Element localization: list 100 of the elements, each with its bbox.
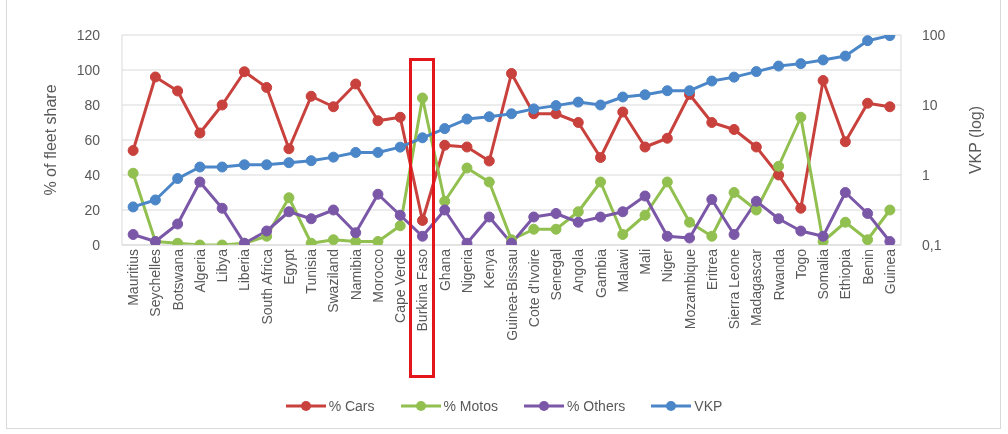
point	[572, 216, 584, 228]
point	[416, 92, 428, 104]
point	[461, 141, 473, 153]
x-tick-label: Libya	[214, 248, 231, 283]
point	[416, 132, 428, 144]
point	[862, 234, 874, 245]
x-tick-label: Tunisia	[303, 248, 320, 294]
point	[595, 152, 607, 163]
x-tick-label: Mauritius	[125, 249, 142, 306]
point	[528, 223, 540, 235]
point	[194, 127, 206, 139]
point	[149, 194, 161, 206]
point	[617, 91, 629, 103]
point	[372, 188, 384, 200]
point	[839, 136, 851, 148]
point	[461, 162, 473, 174]
point	[661, 132, 673, 144]
point	[817, 75, 829, 86]
x-tick-label: Eritrea	[703, 248, 720, 291]
point	[216, 161, 228, 173]
point	[728, 229, 740, 240]
point	[194, 161, 206, 173]
point	[595, 211, 607, 223]
point	[172, 218, 184, 230]
point	[483, 155, 495, 167]
point	[149, 71, 161, 83]
point	[706, 230, 718, 242]
point	[773, 160, 785, 172]
x-tick-label: South Africa	[258, 248, 275, 325]
point	[394, 209, 406, 221]
point	[572, 117, 584, 128]
point	[394, 111, 406, 123]
y-tick-label: 0	[92, 236, 101, 253]
point	[684, 85, 696, 97]
point	[639, 141, 651, 153]
point	[839, 187, 851, 198]
point	[350, 78, 362, 90]
point	[283, 206, 295, 218]
point	[283, 192, 295, 204]
point	[483, 211, 495, 223]
point	[839, 216, 851, 228]
x-tick-label: Cape Verde	[392, 248, 409, 323]
y2-tick-label: 10	[922, 96, 938, 113]
point	[439, 204, 451, 216]
point	[884, 204, 896, 216]
x-tick-label: Guinea	[881, 248, 898, 295]
y-tick-label: 120	[76, 26, 101, 43]
point	[728, 71, 740, 83]
point	[194, 176, 206, 188]
x-tick-label: Angola	[570, 248, 587, 293]
point	[127, 229, 139, 240]
point	[795, 111, 807, 123]
legend-label: % Others	[567, 398, 626, 414]
x-tick-label: Madagascar	[748, 248, 765, 327]
point	[216, 99, 228, 111]
y-tick-label: 100	[76, 61, 101, 78]
point	[617, 106, 629, 118]
legend-label: % Motos	[443, 398, 498, 414]
point	[595, 99, 607, 111]
point	[172, 85, 184, 97]
point	[439, 139, 451, 151]
point	[327, 204, 339, 216]
y-tick-label: 80	[84, 96, 101, 113]
point	[750, 66, 762, 78]
point	[305, 155, 317, 167]
x-tick-label: Liberia	[236, 248, 253, 292]
point	[639, 209, 651, 221]
x-tick-label: Gambia	[592, 248, 609, 299]
x-tick-label: Nigeria	[458, 248, 475, 294]
point	[684, 216, 696, 228]
x-tick-label: Benin	[859, 249, 876, 285]
point	[483, 111, 495, 123]
point	[327, 234, 339, 245]
point	[439, 195, 451, 207]
point	[706, 75, 718, 87]
point	[639, 190, 651, 202]
y-tick-label: 20	[84, 201, 101, 218]
x-tick-label: Malawi	[614, 249, 631, 293]
point	[394, 220, 406, 232]
point	[461, 113, 473, 125]
point	[394, 141, 406, 153]
point	[817, 54, 829, 66]
point	[372, 236, 384, 245]
point	[795, 225, 807, 237]
point	[483, 176, 495, 188]
point	[238, 159, 250, 171]
point	[773, 60, 785, 72]
x-tick-label: Botswana	[169, 248, 186, 311]
point	[706, 117, 718, 128]
y-tick-label: 40	[84, 166, 101, 183]
point	[884, 101, 896, 113]
point	[795, 202, 807, 214]
point	[639, 89, 651, 101]
point	[506, 68, 517, 79]
point	[572, 206, 584, 218]
x-tick-label: Mozambique	[681, 248, 698, 330]
point	[684, 232, 696, 244]
point	[283, 143, 295, 155]
point	[862, 35, 874, 47]
point	[305, 213, 317, 225]
